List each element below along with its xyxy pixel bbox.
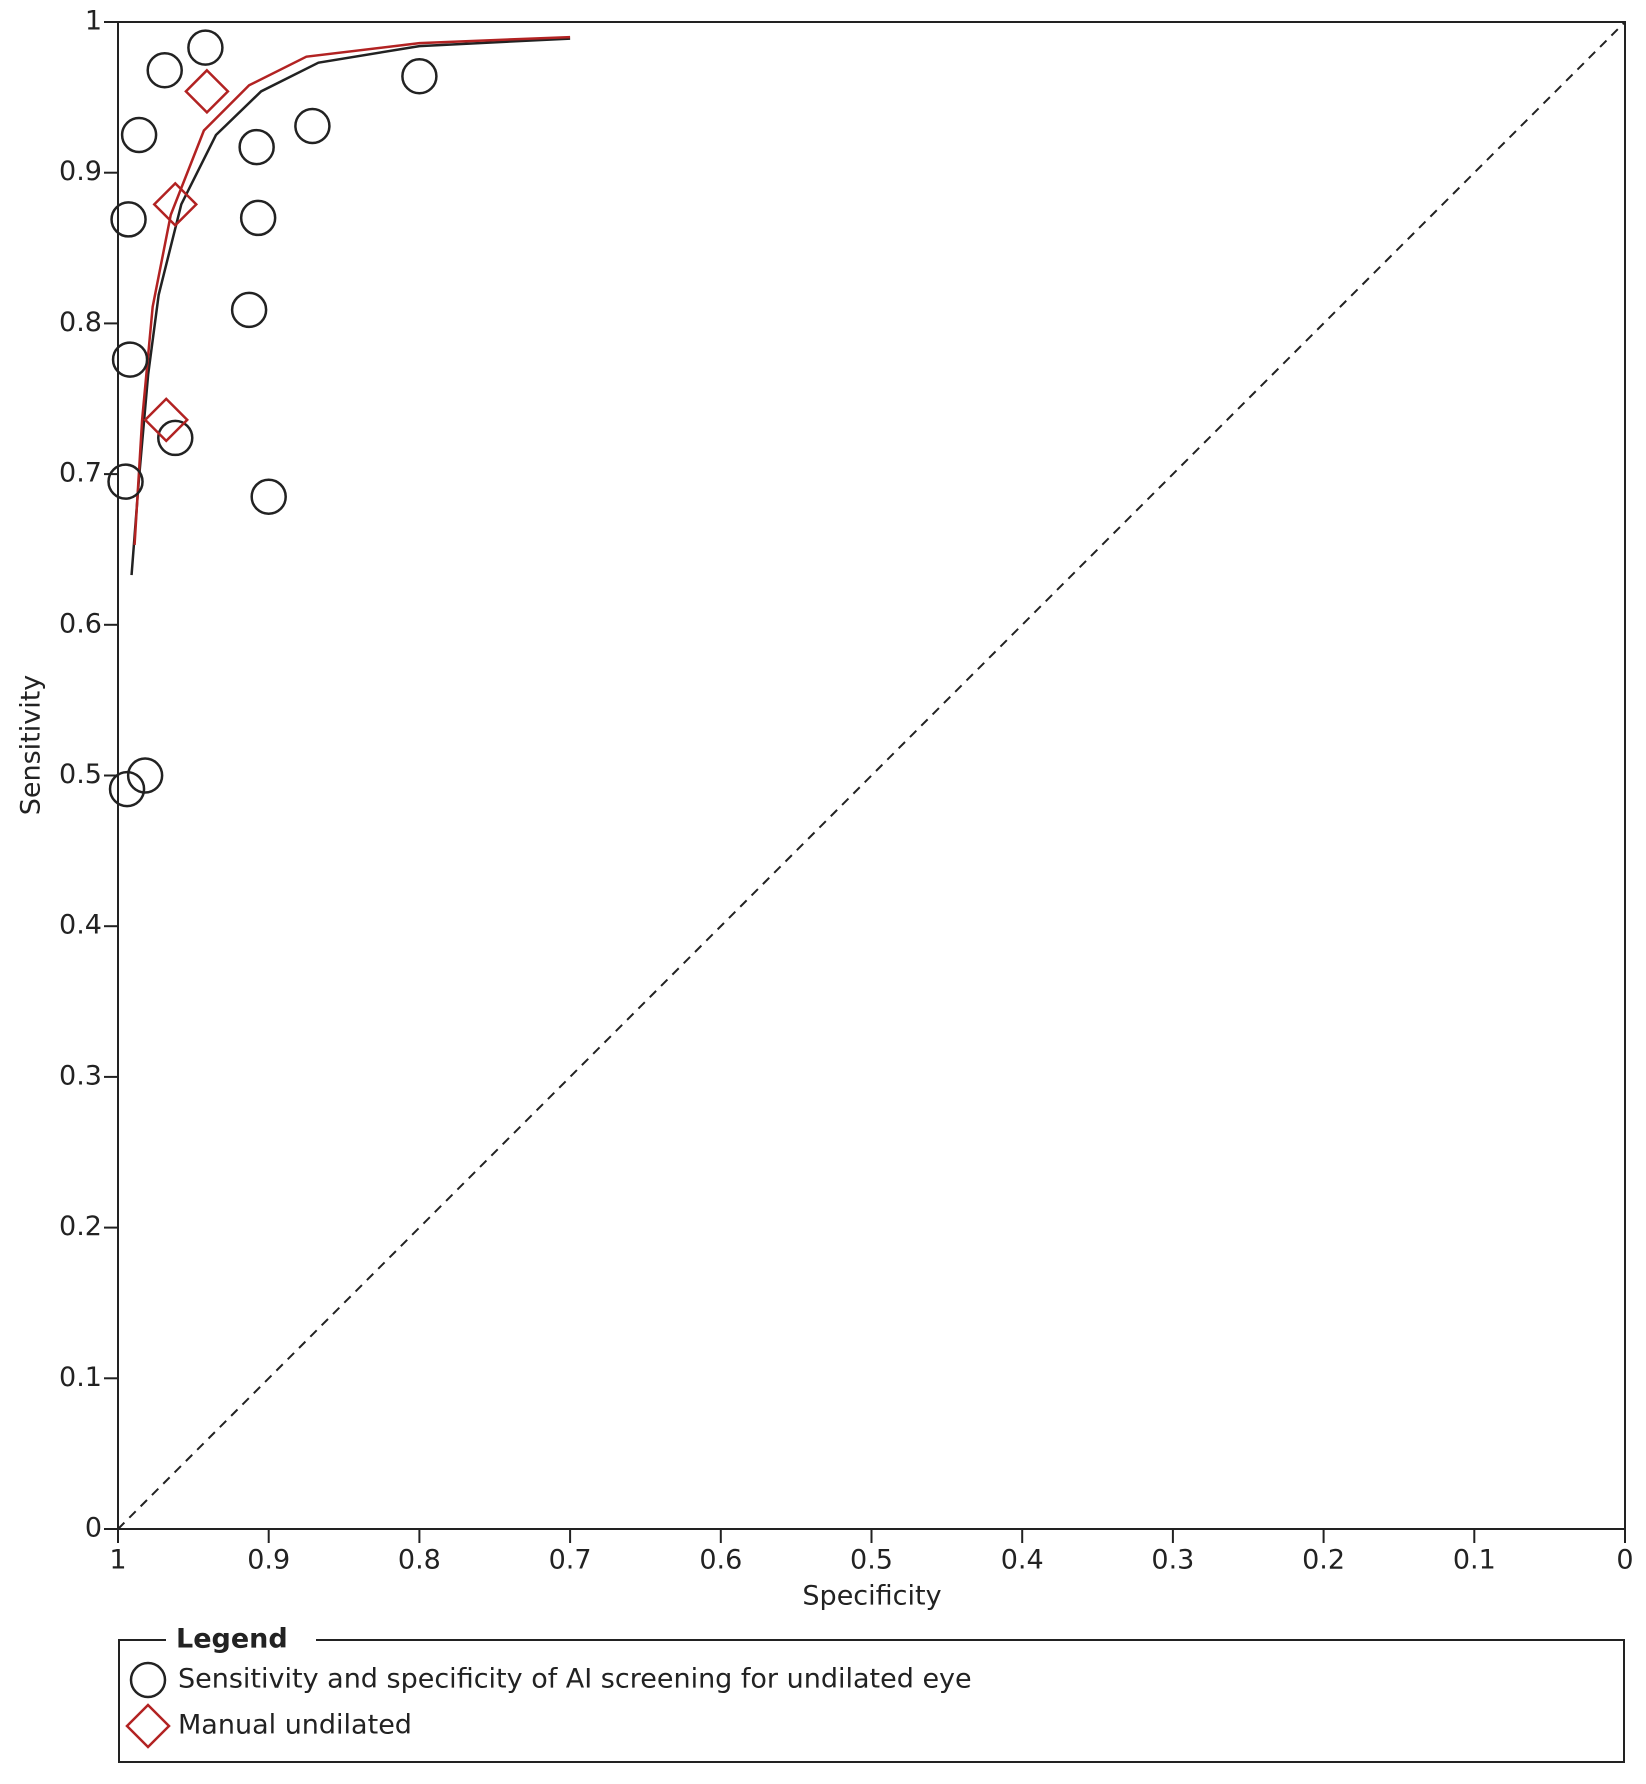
x-tick-label: 0.1 (1453, 1545, 1496, 1576)
x-tick-label: 0.5 (850, 1545, 893, 1576)
diamond-marker (143, 397, 189, 443)
diamond-marker (125, 1703, 171, 1749)
circle-marker (250, 478, 287, 515)
y-tick-label: 0.8 (59, 307, 102, 338)
x-tick-label: 1 (109, 1545, 126, 1576)
circle-marker (107, 463, 144, 500)
legend-title: Legend (176, 1624, 288, 1655)
circle-marker (108, 770, 146, 808)
x-axis-label: Specificity (802, 1581, 941, 1612)
legend-box (118, 1639, 1625, 1763)
x-tick-label: 0.4 (1001, 1545, 1044, 1576)
circle-marker (239, 199, 277, 237)
circle-marker (187, 29, 224, 66)
legend-label: Manual undilated (178, 1710, 412, 1741)
y-tick-label: 0.1 (59, 1362, 102, 1393)
sroc-curve (133, 35, 571, 546)
circle-marker (238, 128, 275, 166)
circle-marker (120, 116, 158, 154)
x-tick-label: 0 (1616, 1545, 1633, 1576)
circle-marker (294, 107, 331, 145)
circle-marker (157, 419, 194, 457)
diamond-marker (152, 181, 199, 228)
circle-marker (126, 757, 164, 794)
legend-title-bg (166, 1622, 316, 1658)
x-tick-label: 0.8 (398, 1545, 441, 1576)
y-tick-label: 0.2 (59, 1211, 102, 1242)
reference-diagonal (117, 21, 1626, 1530)
circle-marker (110, 201, 147, 238)
x-tick-label: 0.3 (1151, 1545, 1194, 1576)
x-tick-label: 0.7 (549, 1545, 592, 1576)
circle-marker (401, 58, 438, 95)
y-tick-label: 0.4 (59, 910, 102, 941)
circle-marker (111, 341, 149, 378)
y-tick-label: 0 (85, 1513, 102, 1544)
legend-label: Sensitivity and specificity of AI screen… (178, 1664, 972, 1695)
y-tick-label: 0.5 (59, 759, 102, 790)
y-tick-label: 0.6 (59, 608, 102, 639)
y-tick-label: 0.9 (59, 156, 102, 187)
circle-marker (230, 291, 268, 329)
diamond-marker (184, 68, 230, 115)
x-tick-label: 0.6 (699, 1545, 742, 1576)
y-axis-label: Sensitivity (16, 675, 47, 816)
y-tick-label: 0.3 (59, 1060, 102, 1091)
y-tick-label: 1 (85, 6, 102, 37)
y-tick-label: 0.7 (59, 458, 102, 489)
sroc-curve (130, 37, 571, 576)
x-tick-label: 0.2 (1302, 1545, 1345, 1576)
circle-marker (129, 1661, 167, 1699)
circle-marker (146, 51, 183, 89)
x-tick-label: 0.9 (247, 1545, 290, 1576)
